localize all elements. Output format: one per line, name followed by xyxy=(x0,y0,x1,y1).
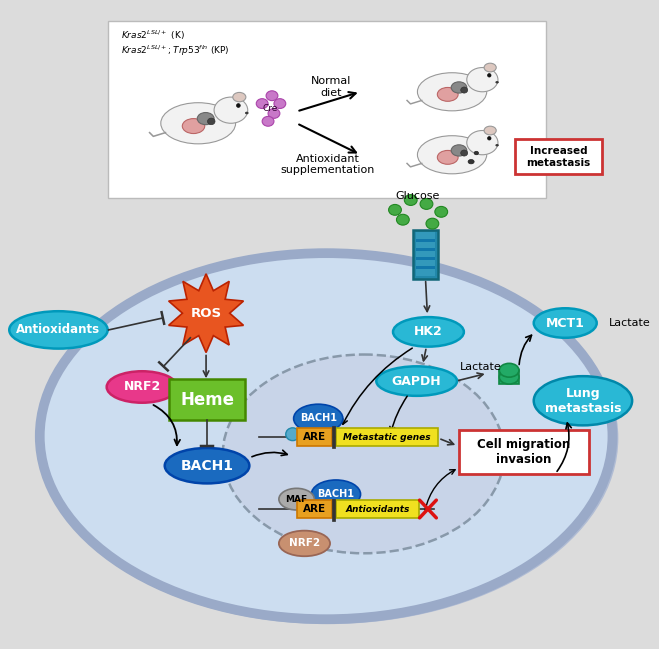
Ellipse shape xyxy=(262,116,274,126)
Ellipse shape xyxy=(417,73,487,111)
Ellipse shape xyxy=(214,97,248,123)
Bar xyxy=(416,232,436,276)
Ellipse shape xyxy=(165,448,249,484)
Text: $\it{Kras2}$$^{\it{LSL/+}}$ (K): $\it{Kras2}$$^{\it{LSL/+}}$ (K) xyxy=(121,29,185,42)
Ellipse shape xyxy=(420,199,433,210)
Ellipse shape xyxy=(488,136,491,140)
Ellipse shape xyxy=(397,214,409,225)
Ellipse shape xyxy=(279,488,314,510)
Text: Cre: Cre xyxy=(262,104,277,113)
Ellipse shape xyxy=(474,151,478,154)
Text: Glucose: Glucose xyxy=(395,191,440,201)
Text: BACH1: BACH1 xyxy=(181,459,233,472)
Bar xyxy=(416,239,436,242)
Ellipse shape xyxy=(426,218,439,229)
Ellipse shape xyxy=(496,144,498,146)
Text: Heme: Heme xyxy=(180,391,234,409)
Ellipse shape xyxy=(451,82,467,93)
Text: ARE: ARE xyxy=(302,504,326,514)
Ellipse shape xyxy=(286,428,300,441)
Bar xyxy=(416,266,436,269)
Bar xyxy=(332,499,335,520)
Ellipse shape xyxy=(223,354,504,554)
Text: Lactate: Lactate xyxy=(608,318,650,328)
Text: Lung
metastasis: Lung metastasis xyxy=(545,387,621,415)
Bar xyxy=(416,257,436,260)
Polygon shape xyxy=(169,274,243,352)
Ellipse shape xyxy=(393,317,464,347)
Ellipse shape xyxy=(496,81,498,83)
Bar xyxy=(336,500,418,518)
Ellipse shape xyxy=(417,136,487,174)
Text: Normal
diet: Normal diet xyxy=(311,76,351,97)
Ellipse shape xyxy=(467,130,498,154)
Ellipse shape xyxy=(438,151,458,164)
Text: NRF2: NRF2 xyxy=(123,380,161,393)
Ellipse shape xyxy=(183,119,205,134)
Text: $\it{Kras2}$$^{\it{LSL/+}}$$\it{; Trp53}$$^{\it{fln}}$ (KP): $\it{Kras2}$$^{\it{LSL/+}}$$\it{; Trp53}… xyxy=(121,44,230,58)
Ellipse shape xyxy=(451,145,467,156)
Text: ROS: ROS xyxy=(190,307,221,320)
Bar xyxy=(169,379,245,421)
Text: ARE: ARE xyxy=(302,432,326,442)
Text: BACH1: BACH1 xyxy=(318,489,355,499)
Ellipse shape xyxy=(268,108,280,118)
Ellipse shape xyxy=(245,112,248,114)
Ellipse shape xyxy=(534,376,632,425)
Ellipse shape xyxy=(237,104,241,107)
Ellipse shape xyxy=(484,63,496,72)
Text: Antioxidants: Antioxidants xyxy=(345,504,409,513)
Ellipse shape xyxy=(500,363,519,377)
Text: BACH1: BACH1 xyxy=(300,413,337,424)
Ellipse shape xyxy=(197,112,214,125)
Ellipse shape xyxy=(40,253,612,619)
Ellipse shape xyxy=(274,99,286,108)
Ellipse shape xyxy=(208,118,215,125)
Bar xyxy=(297,428,332,446)
Ellipse shape xyxy=(311,480,360,509)
Text: Cell migration
invasion: Cell migration invasion xyxy=(477,438,571,466)
Ellipse shape xyxy=(405,195,417,206)
Ellipse shape xyxy=(233,92,246,102)
Ellipse shape xyxy=(256,99,268,108)
Bar xyxy=(297,500,332,518)
Ellipse shape xyxy=(266,91,278,101)
Ellipse shape xyxy=(438,88,458,101)
Ellipse shape xyxy=(294,404,343,433)
Text: Increased
metastasis: Increased metastasis xyxy=(526,146,590,167)
Text: Metastatic genes: Metastatic genes xyxy=(343,433,431,442)
Text: NRF2: NRF2 xyxy=(289,539,320,548)
Text: HK2: HK2 xyxy=(414,325,443,338)
Bar xyxy=(413,230,438,278)
Ellipse shape xyxy=(9,312,107,349)
Bar xyxy=(332,426,335,448)
Ellipse shape xyxy=(389,204,401,215)
Text: Antioxidants: Antioxidants xyxy=(16,323,101,336)
Ellipse shape xyxy=(461,87,468,93)
Text: GAPDH: GAPDH xyxy=(392,374,442,387)
Text: MCT1: MCT1 xyxy=(546,317,585,330)
Ellipse shape xyxy=(279,531,330,556)
Ellipse shape xyxy=(534,308,596,337)
Text: Lactate: Lactate xyxy=(460,362,501,373)
Ellipse shape xyxy=(38,252,618,624)
Bar xyxy=(459,430,589,474)
Bar xyxy=(416,248,436,251)
Ellipse shape xyxy=(500,371,519,384)
Text: Antioxidant
supplementation: Antioxidant supplementation xyxy=(281,154,375,175)
Bar xyxy=(500,371,519,384)
Ellipse shape xyxy=(435,206,447,217)
Bar xyxy=(336,428,438,446)
Ellipse shape xyxy=(467,67,498,92)
Ellipse shape xyxy=(484,126,496,135)
Bar xyxy=(515,139,602,175)
Text: MAF: MAF xyxy=(285,495,308,504)
Bar xyxy=(107,21,546,198)
Ellipse shape xyxy=(488,73,491,77)
Ellipse shape xyxy=(107,371,177,403)
Ellipse shape xyxy=(461,150,468,156)
Ellipse shape xyxy=(468,160,474,164)
Ellipse shape xyxy=(161,103,235,144)
Ellipse shape xyxy=(376,366,457,396)
